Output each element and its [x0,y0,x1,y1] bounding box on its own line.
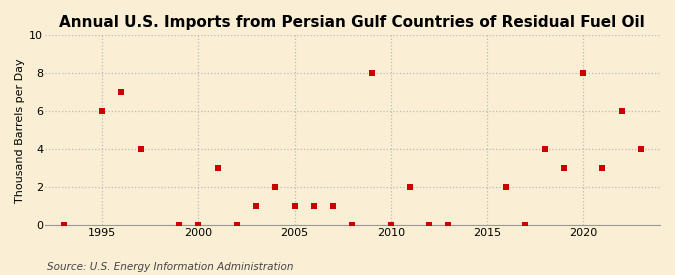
Point [520,223,531,227]
Point [366,71,377,76]
Point [385,223,396,227]
Point [193,223,204,227]
Point [327,204,338,208]
Text: Source: U.S. Energy Information Administration: Source: U.S. Energy Information Administ… [47,262,294,272]
Point [308,204,319,208]
Point [270,185,281,189]
Point [116,90,127,95]
Title: Annual U.S. Imports from Persian Gulf Countries of Residual Fuel Oil: Annual U.S. Imports from Persian Gulf Co… [59,15,645,30]
Point [289,204,300,208]
Point [59,223,70,227]
Point [539,147,550,152]
Point [347,223,358,227]
Point [97,109,107,114]
Point [135,147,146,152]
Point [443,223,454,227]
Point [404,185,415,189]
Point [173,223,184,227]
Point [635,147,646,152]
Point [232,223,242,227]
Point [250,204,261,208]
Y-axis label: Thousand Barrels per Day: Thousand Barrels per Day [15,58,25,203]
Point [578,71,589,76]
Point [424,223,435,227]
Point [558,166,569,170]
Point [616,109,627,114]
Point [597,166,608,170]
Point [501,185,512,189]
Point [212,166,223,170]
